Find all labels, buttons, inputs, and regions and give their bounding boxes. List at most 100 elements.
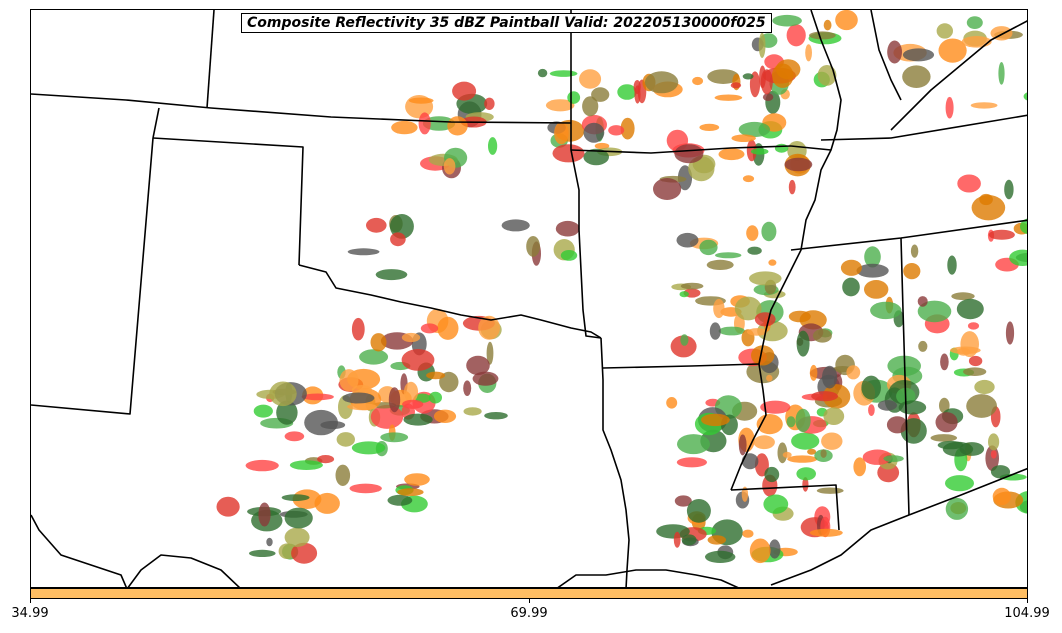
- storm-cell: [749, 538, 771, 564]
- storm-cell: [812, 329, 832, 343]
- storm-cell: [998, 62, 1005, 85]
- storm-cell: [591, 87, 610, 102]
- storm-cell: [970, 102, 998, 109]
- storm-cell: [653, 178, 682, 200]
- storm-cell: [676, 457, 708, 468]
- storm-cell: [718, 326, 745, 336]
- storm-cell: [437, 316, 459, 340]
- storm-cell: [966, 16, 983, 29]
- border-line: [152, 137, 304, 266]
- storm-cell: [249, 549, 276, 558]
- storm-cell: [375, 269, 408, 281]
- storm-cell: [988, 229, 1015, 240]
- storm-cell: [349, 483, 382, 494]
- storm-cell: [764, 466, 780, 483]
- storm-cell: [401, 349, 435, 371]
- storm-cell: [676, 232, 699, 248]
- storm-cell: [820, 449, 827, 458]
- storm-cell: [701, 413, 730, 427]
- storm-cell: [289, 460, 323, 470]
- storm-cell: [846, 365, 861, 380]
- storm-cell: [347, 403, 377, 411]
- storm-cell: [945, 475, 974, 492]
- storm-cell: [961, 36, 992, 48]
- border-line: [31, 93, 572, 124]
- storm-cell: [608, 125, 625, 136]
- storm-cell: [472, 371, 499, 386]
- storm-cell: [738, 434, 747, 456]
- storm-cell: [554, 122, 569, 145]
- storm-cell: [861, 375, 881, 400]
- storm-cell: [673, 531, 681, 548]
- storm-cell: [772, 14, 802, 27]
- border-line: [206, 10, 215, 109]
- storm-cell: [484, 97, 495, 111]
- border-line: [570, 145, 792, 154]
- colorbar-tick: [529, 599, 530, 603]
- storm-cell: [903, 263, 921, 280]
- storm-cell: [390, 232, 406, 247]
- storm-cell: [784, 157, 813, 172]
- storm-cell: [699, 239, 718, 256]
- storm-cell: [796, 467, 816, 481]
- storm-cell: [388, 387, 401, 413]
- storm-cell: [762, 93, 774, 101]
- storm-cell: [679, 291, 689, 298]
- storm-cell: [484, 412, 508, 420]
- storm-cell: [284, 507, 313, 529]
- storm-cell: [768, 259, 777, 266]
- storm-cell: [749, 271, 782, 286]
- storm-cell: [466, 355, 490, 376]
- storm-cell: [990, 450, 997, 459]
- storm-cell: [902, 65, 931, 88]
- storm-cell: [782, 451, 792, 458]
- storm-cell: [594, 142, 610, 150]
- colorbar-tick: [30, 599, 31, 603]
- storm-cell: [579, 69, 602, 89]
- storm-cell: [403, 381, 419, 403]
- storm-cell: [864, 280, 889, 299]
- storm-cell: [809, 364, 818, 381]
- storm-cell: [742, 529, 754, 538]
- storm-cell: [959, 442, 985, 456]
- storm-cell: [403, 413, 433, 426]
- storm-cell: [788, 310, 811, 323]
- storm-cell: [992, 487, 1011, 506]
- storm-cell: [853, 457, 866, 477]
- storm-cell: [656, 524, 690, 539]
- storm-cell: [967, 322, 980, 330]
- storm-cell: [747, 246, 762, 255]
- border-line: [900, 237, 910, 516]
- storm-cell: [821, 432, 843, 450]
- border-line: [770, 514, 910, 586]
- storm-cell: [1005, 321, 1015, 345]
- storm-cell: [555, 220, 580, 237]
- storm-cell: [1020, 218, 1027, 235]
- storm-cell: [807, 448, 817, 455]
- storm-cell: [370, 333, 387, 352]
- storm-cell: [796, 330, 810, 357]
- storm-cell: [284, 527, 310, 547]
- storm-cell: [805, 44, 812, 62]
- storm-cell: [714, 94, 743, 101]
- storm-cell: [692, 76, 704, 86]
- storm-cell: [738, 121, 771, 138]
- border-line: [790, 145, 832, 151]
- storm-cell: [902, 48, 935, 62]
- storm-cell: [582, 96, 599, 117]
- storm-cell: [956, 347, 971, 356]
- storm-cell: [420, 323, 439, 334]
- storm-cell: [971, 195, 1006, 221]
- storm-cell: [817, 65, 837, 86]
- storm-cell: [320, 420, 346, 430]
- storm-cell: [842, 277, 860, 297]
- storm-cell: [709, 322, 721, 340]
- colorbar-tick: [1027, 599, 1028, 603]
- storm-cell: [443, 158, 456, 175]
- colorbar-tick-label: 69.99: [510, 606, 548, 621]
- storm-cell: [478, 315, 500, 340]
- storm-cell: [802, 477, 809, 492]
- storm-cell: [768, 539, 781, 559]
- storm-cell: [868, 404, 875, 416]
- storm-cell: [957, 174, 981, 193]
